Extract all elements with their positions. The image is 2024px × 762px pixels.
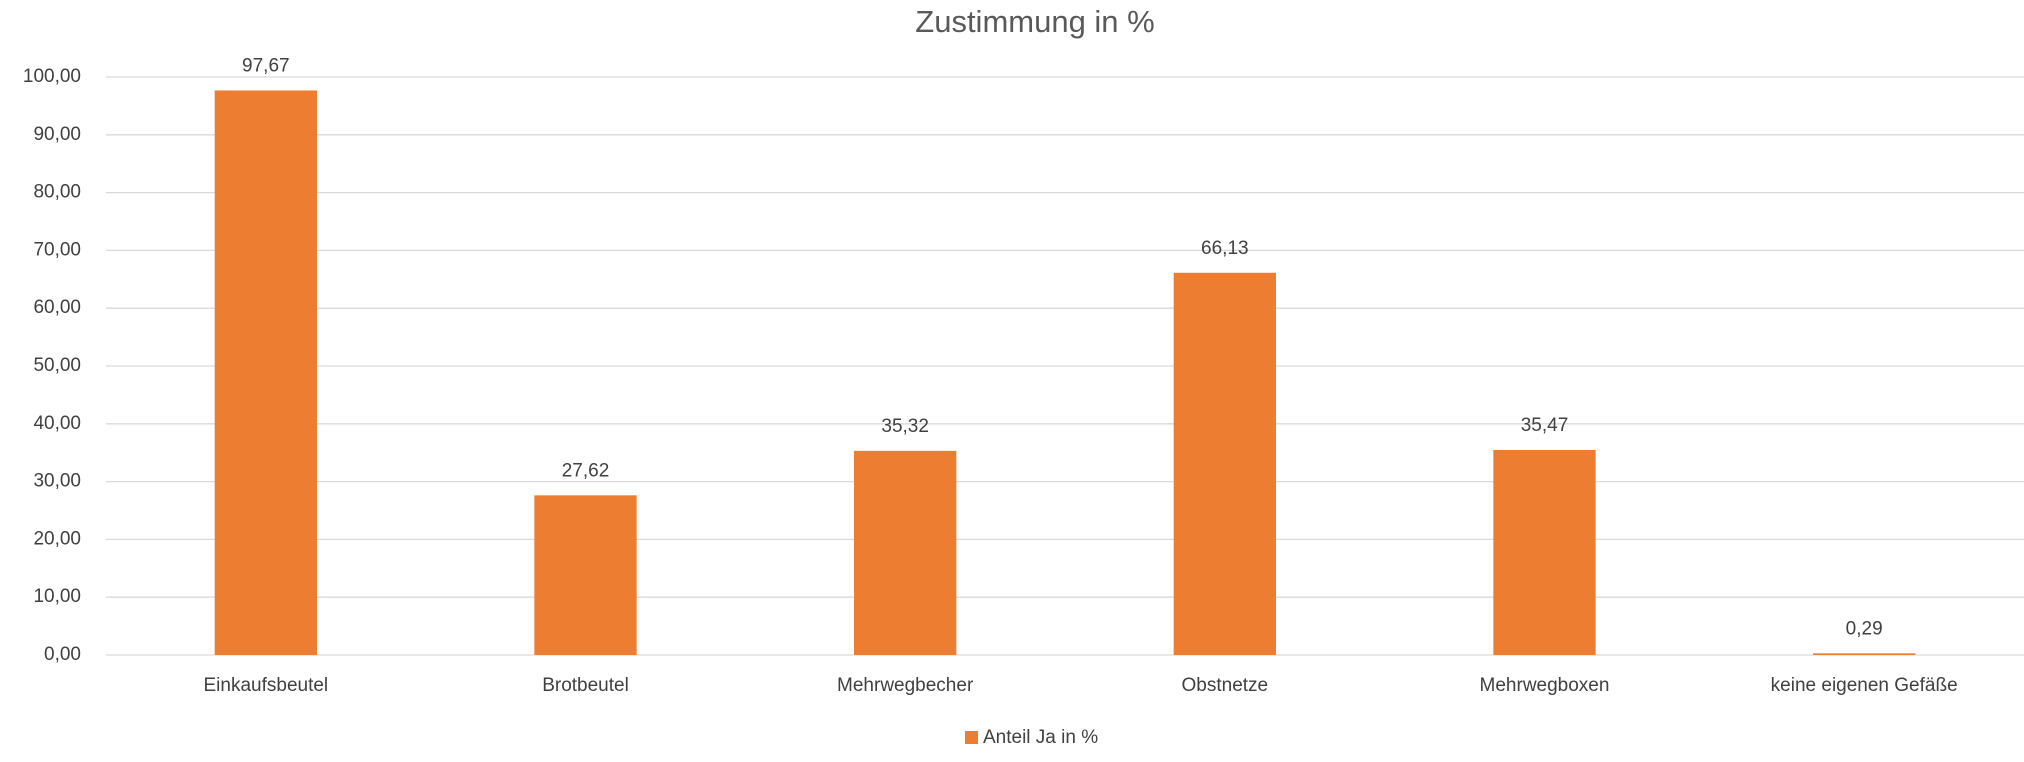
y-tick-label: 80,00: [33, 182, 81, 203]
bar: [1813, 653, 1916, 655]
bar: [214, 90, 317, 655]
y-tick-label: 20,00: [33, 528, 81, 549]
y-tick-label: 90,00: [33, 124, 81, 145]
bar: [1173, 272, 1276, 655]
y-tick-label: 30,00: [33, 471, 81, 492]
bar: [1493, 449, 1596, 655]
data-label: 0,29: [1846, 618, 1883, 639]
data-label: 35,32: [881, 416, 929, 437]
data-label: 27,62: [562, 460, 610, 481]
legend-swatch: [965, 731, 978, 744]
x-tick-label: Einkaufsbeutel: [204, 675, 329, 696]
y-tick-label: 60,00: [33, 297, 81, 318]
data-label: 35,47: [1521, 415, 1569, 436]
y-tick-label: 0,00: [44, 644, 81, 665]
y-tick-label: 100,00: [23, 66, 81, 87]
x-tick-label: Mehrwegbecher: [837, 675, 974, 696]
bar: [854, 450, 957, 655]
x-tick-label: Brotbeutel: [542, 675, 629, 696]
data-label: 66,13: [1201, 238, 1249, 259]
x-tick-label: keine eigenen Gefäße: [1771, 675, 1958, 696]
bar: [534, 495, 637, 655]
x-tick-label: Mehrwegboxen: [1480, 675, 1610, 696]
y-tick-label: 50,00: [33, 355, 81, 376]
data-label: 97,67: [242, 55, 290, 76]
chart-title: Zustimmung in %: [915, 4, 1154, 39]
legend-label: Anteil Ja in %: [983, 727, 1098, 748]
y-tick-label: 10,00: [33, 586, 81, 607]
y-tick-label: 40,00: [33, 413, 81, 434]
y-tick-label: 70,00: [33, 239, 81, 260]
x-tick-label: Obstnetze: [1182, 675, 1269, 696]
